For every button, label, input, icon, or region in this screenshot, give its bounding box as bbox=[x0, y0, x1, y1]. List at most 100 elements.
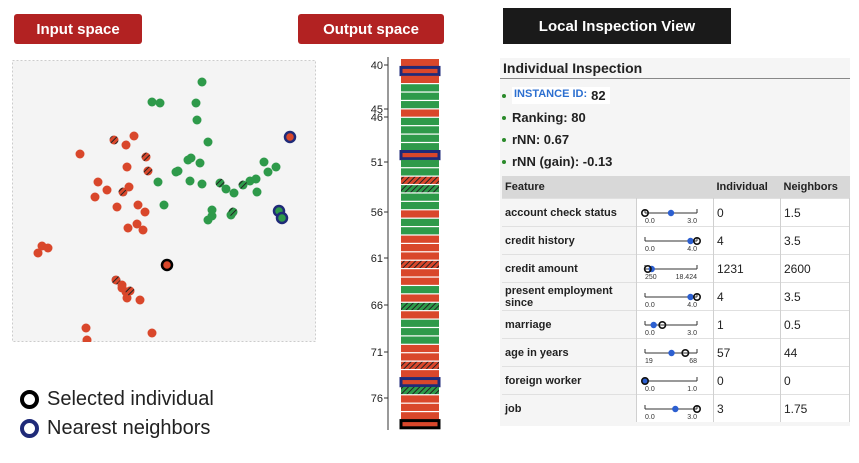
scatter-point[interactable] bbox=[183, 155, 193, 165]
ranking-row-bar[interactable] bbox=[401, 134, 439, 142]
scatter-point[interactable] bbox=[93, 177, 103, 187]
ranking-row-bar[interactable] bbox=[401, 361, 439, 369]
table-row[interactable]: credit history 0.0 4.0 4 3.5 bbox=[502, 226, 850, 255]
ranking-row-bar[interactable] bbox=[401, 75, 439, 84]
scatter-point[interactable] bbox=[75, 149, 85, 159]
scatter-point[interactable] bbox=[138, 225, 148, 235]
scatter-point[interactable] bbox=[117, 283, 127, 293]
scatter-point[interactable] bbox=[238, 180, 248, 190]
scatter-point[interactable] bbox=[159, 200, 169, 210]
scatter-point[interactable] bbox=[191, 98, 201, 108]
scatter-point[interactable] bbox=[111, 275, 121, 285]
ranking-row-bar[interactable] bbox=[401, 412, 439, 420]
ranking-row-bar[interactable] bbox=[401, 218, 439, 226]
scatter-point[interactable] bbox=[153, 177, 163, 187]
ranking-row-bar[interactable] bbox=[401, 252, 439, 260]
ranking-row-bar[interactable] bbox=[401, 344, 439, 353]
scatter-point[interactable] bbox=[135, 295, 145, 305]
ranking-row-bar[interactable] bbox=[401, 328, 439, 336]
input-space-scatter[interactable] bbox=[12, 60, 316, 342]
ranking-row-bar[interactable] bbox=[401, 210, 439, 218]
ranking-row-bar[interactable] bbox=[401, 185, 439, 193]
table-row[interactable]: present employment since 0.0 4.0 4 3.5 bbox=[502, 282, 850, 311]
ranking-row-bar[interactable] bbox=[399, 377, 441, 388]
ranking-row-bar[interactable] bbox=[401, 386, 439, 395]
scatter-point[interactable] bbox=[252, 187, 262, 197]
scatter-point[interactable] bbox=[143, 166, 153, 176]
scatter-point[interactable] bbox=[263, 167, 273, 177]
scatter-point[interactable] bbox=[121, 140, 131, 150]
ranking-row-bar[interactable] bbox=[401, 319, 439, 327]
ranking-row-bar[interactable] bbox=[401, 109, 439, 117]
scatter-point[interactable] bbox=[43, 243, 53, 253]
ranking-row-bar[interactable] bbox=[401, 159, 439, 168]
table-row[interactable]: marriage 0.0 3.0 1 0.5 bbox=[502, 310, 850, 339]
instance-id-box[interactable]: INSTANCE ID: 82 bbox=[512, 87, 610, 104]
scatter-point[interactable] bbox=[125, 286, 135, 296]
ranking-row-bar[interactable] bbox=[399, 419, 441, 430]
ranking-row-bar[interactable] bbox=[401, 59, 439, 67]
scatter-point[interactable] bbox=[82, 335, 92, 343]
ranking-row-bar[interactable] bbox=[401, 176, 439, 184]
scatter-point[interactable] bbox=[140, 207, 150, 217]
ranking-row-bar[interactable] bbox=[401, 92, 439, 100]
ranking-row-bar[interactable] bbox=[401, 370, 439, 378]
scatter-point[interactable] bbox=[123, 223, 133, 233]
ranking-row-bar[interactable] bbox=[401, 201, 439, 210]
table-row[interactable]: foreign worker 0.0 1.0 0 0 bbox=[502, 366, 850, 395]
ranking-row-bar[interactable] bbox=[401, 143, 439, 151]
scatter-point[interactable] bbox=[147, 328, 157, 338]
scatter-point[interactable] bbox=[221, 184, 231, 194]
ranking-row-bar[interactable] bbox=[401, 101, 439, 109]
ranking-row-bar[interactable] bbox=[401, 227, 439, 235]
ranking-row-bar[interactable] bbox=[401, 168, 439, 176]
ranking-row-bar[interactable] bbox=[401, 286, 439, 294]
ranking-row-bar[interactable] bbox=[401, 260, 439, 269]
ranking-row-bar[interactable] bbox=[401, 126, 439, 134]
scatter-point[interactable] bbox=[124, 182, 134, 192]
scatter-point[interactable] bbox=[215, 178, 225, 188]
scatter-point[interactable] bbox=[109, 135, 119, 145]
scatter-point[interactable] bbox=[197, 77, 207, 87]
scatter-point[interactable] bbox=[192, 115, 202, 125]
scatter-point[interactable] bbox=[133, 200, 143, 210]
scatter-point[interactable] bbox=[81, 323, 91, 333]
table-row[interactable]: account check status 0.0 3.0 0 1.5 bbox=[502, 198, 850, 227]
scatter-point[interactable] bbox=[129, 131, 139, 141]
scatter-point[interactable] bbox=[122, 162, 132, 172]
scatter-point[interactable] bbox=[132, 219, 142, 229]
table-row[interactable]: job 0.0 3.0 3 1.75 bbox=[502, 394, 850, 422]
ranking-row-bar[interactable] bbox=[401, 277, 439, 285]
scatter-point[interactable] bbox=[33, 248, 43, 258]
ranking-row-bar[interactable] bbox=[401, 117, 439, 126]
scatter-point[interactable] bbox=[228, 207, 238, 217]
ranking-row-bar[interactable] bbox=[401, 244, 439, 252]
ranking-row-bar[interactable] bbox=[401, 353, 439, 361]
ranking-row-bar[interactable] bbox=[401, 235, 439, 243]
ranking-row-bar[interactable] bbox=[401, 302, 439, 311]
scatter-point[interactable] bbox=[203, 137, 213, 147]
scatter-point[interactable] bbox=[112, 202, 122, 212]
ranking-row-bar[interactable] bbox=[401, 403, 439, 411]
nearest-neighbor-point[interactable] bbox=[283, 130, 297, 144]
table-row[interactable]: age in years 19 68 57 44 bbox=[502, 338, 850, 367]
ranking-row-bar[interactable] bbox=[401, 193, 439, 201]
scatter-point[interactable] bbox=[155, 98, 165, 108]
scatter-point[interactable] bbox=[229, 188, 239, 198]
table-row[interactable]: credit amount 250 18.424 1231 2600 bbox=[502, 254, 850, 283]
scatter-point[interactable] bbox=[197, 179, 207, 189]
scatter-point[interactable] bbox=[122, 293, 132, 303]
scatter-point[interactable] bbox=[185, 176, 195, 186]
ranking-row-bar[interactable] bbox=[401, 269, 439, 277]
ranking-row-bar[interactable] bbox=[401, 294, 439, 302]
scatter-point[interactable] bbox=[90, 192, 100, 202]
scatter-point[interactable] bbox=[195, 158, 205, 168]
scatter-point[interactable] bbox=[259, 157, 269, 167]
nearest-neighbor-point[interactable] bbox=[275, 211, 289, 225]
scatter-point[interactable] bbox=[102, 185, 112, 195]
ranking-row-bar[interactable] bbox=[401, 336, 439, 344]
scatter-point[interactable] bbox=[251, 174, 261, 184]
ranking-row-bar[interactable] bbox=[399, 150, 441, 161]
selected-individual-point[interactable] bbox=[160, 258, 174, 272]
